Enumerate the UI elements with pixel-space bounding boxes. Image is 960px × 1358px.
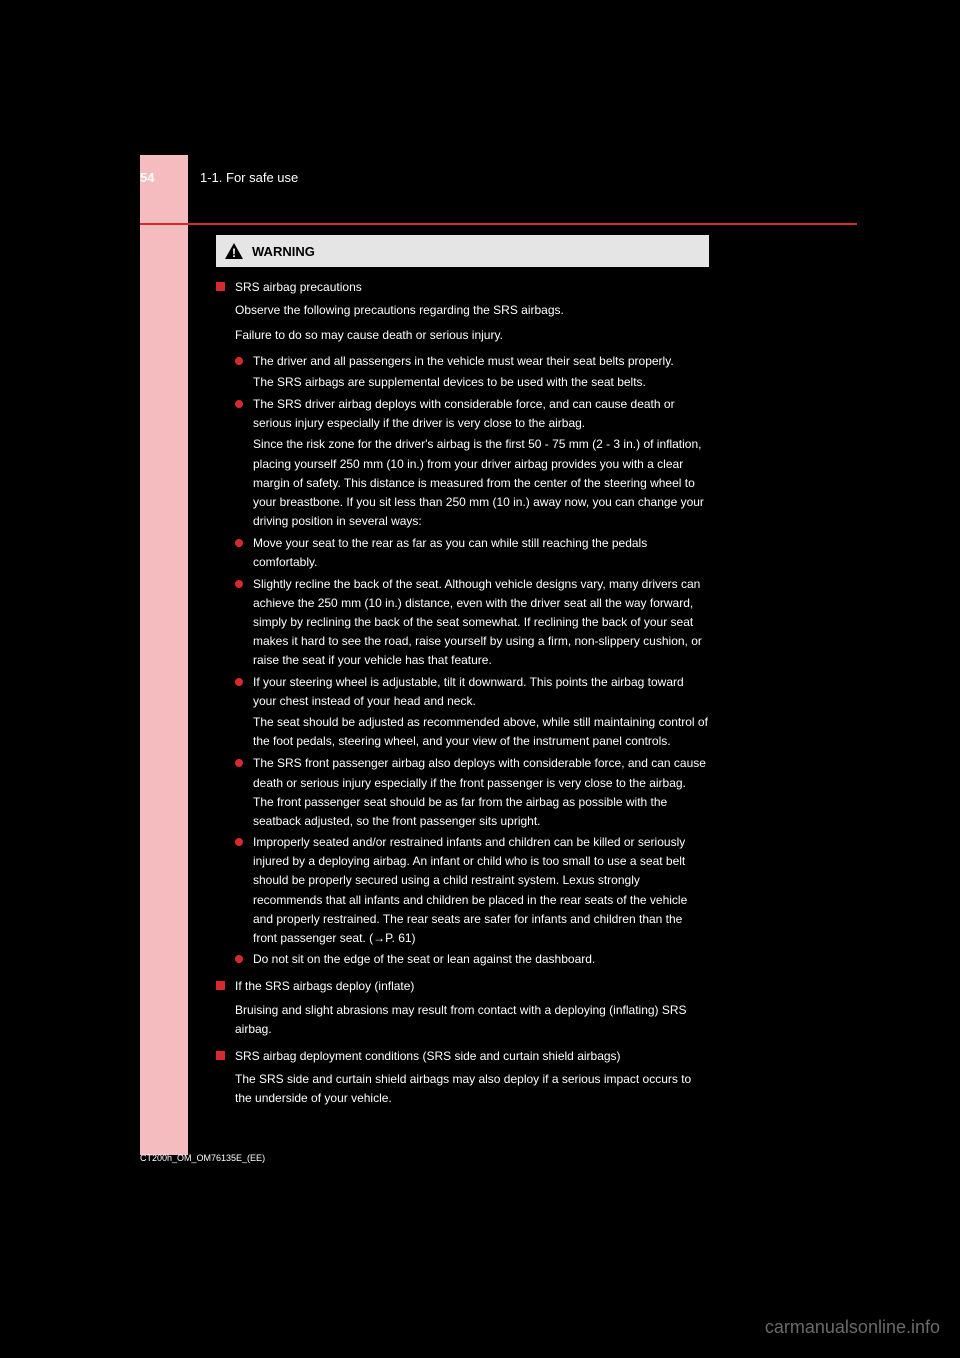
red-dot-icon (235, 357, 243, 365)
bullet-text: The driver and all passengers in the veh… (253, 352, 709, 371)
paragraph: Failure to do so may cause death or seri… (235, 326, 709, 345)
red-dot-icon (235, 955, 243, 963)
heading-text: SRS airbag deployment conditions (SRS si… (235, 1047, 621, 1066)
bullet-item: If your steering wheel is adjustable, ti… (235, 673, 709, 711)
bullet-text: Slightly recline the back of the seat. A… (253, 575, 709, 671)
paragraph: Observe the following precautions regard… (235, 301, 709, 320)
bullet-item: The SRS front passenger airbag also depl… (235, 754, 709, 831)
red-dot-icon (235, 838, 243, 846)
red-dot-icon (235, 759, 243, 767)
warning-box: ! WARNING (216, 235, 709, 267)
heading-text: If the SRS airbags deploy (inflate) (235, 977, 414, 996)
paragraph: Bruising and slight abrasions may result… (235, 1001, 709, 1039)
heading-text: SRS airbag precautions (235, 278, 362, 297)
bullet-item: The driver and all passengers in the veh… (235, 352, 709, 371)
red-dot-icon (235, 580, 243, 588)
section-heading: SRS airbag deployment conditions (SRS si… (216, 1047, 709, 1066)
section-heading: SRS airbag precautions (216, 278, 709, 297)
bullet-item: Slightly recline the back of the seat. A… (235, 575, 709, 671)
red-dot-icon (235, 400, 243, 408)
sub-text: The SRS airbags are supplemental devices… (253, 373, 709, 392)
page-number: 54 (140, 170, 154, 185)
bullet-item: Move your seat to the rear as far as you… (235, 534, 709, 572)
bullet-text: Do not sit on the edge of the seat or le… (253, 950, 709, 969)
bullet-text: If your steering wheel is adjustable, ti… (253, 673, 709, 711)
bullet-text: The SRS driver airbag deploys with consi… (253, 395, 709, 433)
bullet-item: Do not sit on the edge of the seat or le… (235, 950, 709, 969)
paragraph: The SRS side and curtain shield airbags … (235, 1070, 709, 1108)
bullet-item: Improperly seated and/or restrained infa… (235, 833, 709, 948)
watermark: carmanualsonline.info (765, 1317, 940, 1338)
red-dot-icon (235, 678, 243, 686)
svg-text:!: ! (232, 246, 236, 260)
sub-text: Since the risk zone for the driver's air… (253, 435, 709, 531)
red-square-icon (216, 282, 225, 291)
red-square-icon (216, 981, 225, 990)
pink-sidebar (140, 155, 188, 1155)
doc-code: CT200h_OM_OM76135E_(EE) (140, 1153, 265, 1163)
bullet-item: The SRS driver airbag deploys with consi… (235, 395, 709, 433)
red-divider (140, 223, 857, 225)
page-header: 1-1. For safe use (200, 170, 298, 185)
content-area: SRS airbag precautions Observe the follo… (216, 278, 709, 1115)
bullet-text: The SRS front passenger airbag also depl… (253, 754, 709, 831)
warning-label: WARNING (252, 244, 315, 259)
warning-triangle-icon: ! (224, 242, 244, 260)
section-heading: If the SRS airbags deploy (inflate) (216, 977, 709, 996)
bullet-text: Move your seat to the rear as far as you… (253, 534, 709, 572)
red-dot-icon (235, 539, 243, 547)
bullet-text: Improperly seated and/or restrained infa… (253, 833, 709, 948)
sub-text: The seat should be adjusted as recommend… (253, 713, 709, 751)
red-square-icon (216, 1051, 225, 1060)
